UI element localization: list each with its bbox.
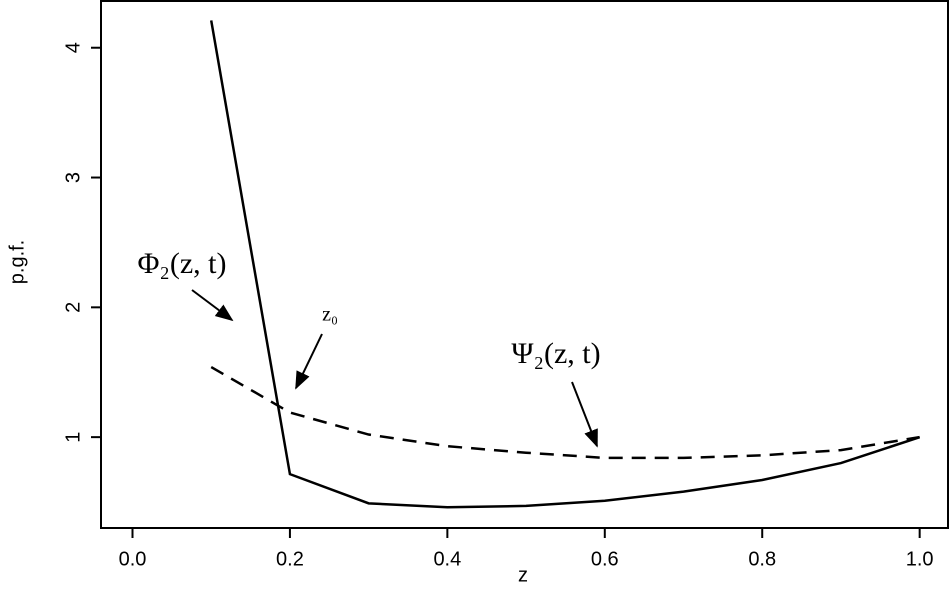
plot-frame <box>100 0 949 529</box>
annotation-arrow <box>191 289 234 322</box>
y-tick-label: 2 <box>62 302 84 313</box>
y-tick-label: 4 <box>62 42 84 53</box>
series-line <box>210 365 920 460</box>
x-tick-label: 0.6 <box>591 548 619 570</box>
series-line <box>209 20 921 509</box>
x-tick-label: 0.0 <box>119 548 147 570</box>
x-tick-label: 0.2 <box>276 548 304 570</box>
x-tick-label: 1.0 <box>906 548 934 570</box>
x-tick-label: 0.4 <box>433 548 461 570</box>
annotation: Φ₂(z, t) <box>137 247 226 280</box>
x-axis-label: z <box>518 564 528 586</box>
annotation: Ψ₂(z, t) <box>511 337 600 370</box>
y-tick-label: 3 <box>62 172 84 183</box>
y-axis-label: p.g.f. <box>6 240 28 284</box>
annotation-arrow <box>571 381 598 448</box>
annotation: z₀ <box>322 304 338 326</box>
y-tick-label: 1 <box>62 432 84 443</box>
x-tick-label: 0.8 <box>748 548 776 570</box>
annotation-arrow <box>295 333 323 390</box>
